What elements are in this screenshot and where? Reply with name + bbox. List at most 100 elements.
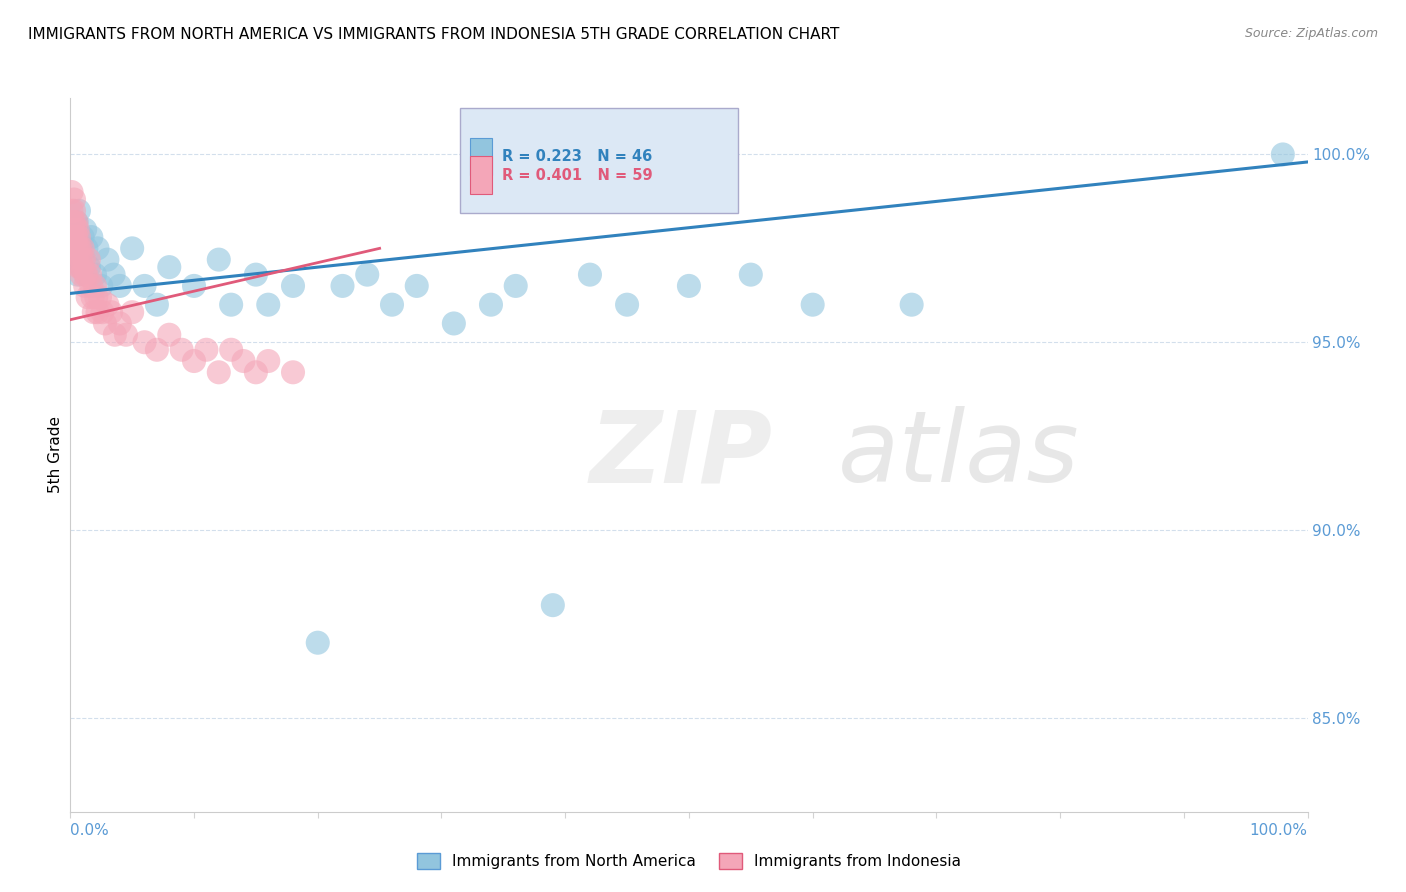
Point (183, 279, 205, 293)
Point (76, 290, 98, 304)
Point (134, 279, 156, 293)
Point (63, 193, 86, 207)
Point (83, 305, 105, 319)
Point (616, 298, 638, 312)
Point (121, 241, 143, 255)
Point (70, 252, 93, 267)
Point (678, 279, 700, 293)
Point (100, 305, 122, 319)
Text: 0.0%: 0.0% (70, 823, 110, 838)
Point (108, 279, 131, 293)
Point (579, 268, 602, 282)
Point (72, 230, 94, 244)
Point (900, 298, 922, 312)
Point (208, 365, 231, 379)
Point (381, 298, 404, 312)
Text: IMMIGRANTS FROM NORTH AMERICA VS IMMIGRANTS FROM INDONESIA 5TH GRADE CORRELATION: IMMIGRANTS FROM NORTH AMERICA VS IMMIGRA… (28, 27, 839, 42)
Bar (470, 156, 492, 194)
Point (257, 354, 280, 368)
Point (103, 268, 125, 282)
Point (62, 215, 84, 229)
Bar (470, 137, 492, 175)
Point (541, 598, 564, 612)
Point (245, 268, 267, 282)
Legend: Immigrants from North America, Immigrants from Indonesia: Immigrants from North America, Immigrant… (411, 847, 967, 875)
Text: atlas: atlas (838, 407, 1078, 503)
Point (356, 268, 378, 282)
Point (245, 365, 267, 379)
Text: 100.0%: 100.0% (1250, 823, 1308, 838)
Point (307, 636, 329, 650)
Point (75, 268, 97, 282)
Point (63, 222, 86, 236)
Text: R = 0.223   N = 46: R = 0.223 N = 46 (502, 149, 652, 164)
Point (62, 230, 84, 244)
Point (65, 230, 87, 244)
Point (219, 343, 242, 357)
Point (219, 298, 242, 312)
Point (1271, 147, 1294, 161)
Point (281, 365, 304, 379)
Text: Source: ZipAtlas.com: Source: ZipAtlas.com (1244, 27, 1378, 40)
Point (121, 305, 143, 319)
Point (66, 222, 89, 236)
Point (62, 241, 84, 255)
Point (66, 241, 89, 255)
Point (66, 268, 89, 282)
Point (134, 335, 156, 350)
Point (80, 279, 103, 293)
Point (183, 354, 205, 368)
Point (65, 215, 87, 229)
Point (75, 279, 97, 293)
Point (69, 241, 91, 255)
Point (281, 279, 304, 293)
Point (79, 268, 101, 282)
Point (96, 298, 118, 312)
Point (65, 241, 87, 255)
Point (90, 279, 112, 293)
Point (70, 268, 93, 282)
Point (94, 317, 117, 331)
Point (75, 268, 97, 282)
Point (65, 230, 87, 244)
Point (208, 252, 231, 267)
Point (146, 343, 169, 357)
FancyBboxPatch shape (460, 108, 738, 212)
Point (77, 260, 100, 274)
Point (69, 260, 91, 274)
Point (77, 252, 100, 267)
Point (65, 215, 87, 229)
Point (257, 298, 280, 312)
Point (84, 279, 107, 293)
Point (67, 260, 90, 274)
Point (170, 343, 193, 357)
Point (65, 222, 87, 236)
Point (479, 298, 502, 312)
Point (67, 241, 90, 255)
Point (62, 230, 84, 244)
Point (73, 252, 96, 267)
Point (157, 260, 180, 274)
Point (232, 354, 254, 368)
Point (332, 279, 354, 293)
Point (115, 327, 138, 342)
Point (63, 215, 86, 229)
Point (67, 230, 90, 244)
Text: ZIP: ZIP (591, 407, 773, 503)
Point (108, 317, 131, 331)
Point (80, 230, 103, 244)
Point (146, 298, 169, 312)
Point (63, 203, 86, 218)
Point (75, 222, 97, 236)
Point (73, 252, 96, 267)
Point (89, 290, 111, 304)
Point (86, 305, 108, 319)
Point (72, 260, 94, 274)
Point (70, 260, 93, 274)
Point (96, 252, 118, 267)
Point (505, 279, 527, 293)
Point (157, 327, 180, 342)
Point (104, 327, 127, 342)
Point (65, 241, 87, 255)
Point (60, 203, 83, 218)
